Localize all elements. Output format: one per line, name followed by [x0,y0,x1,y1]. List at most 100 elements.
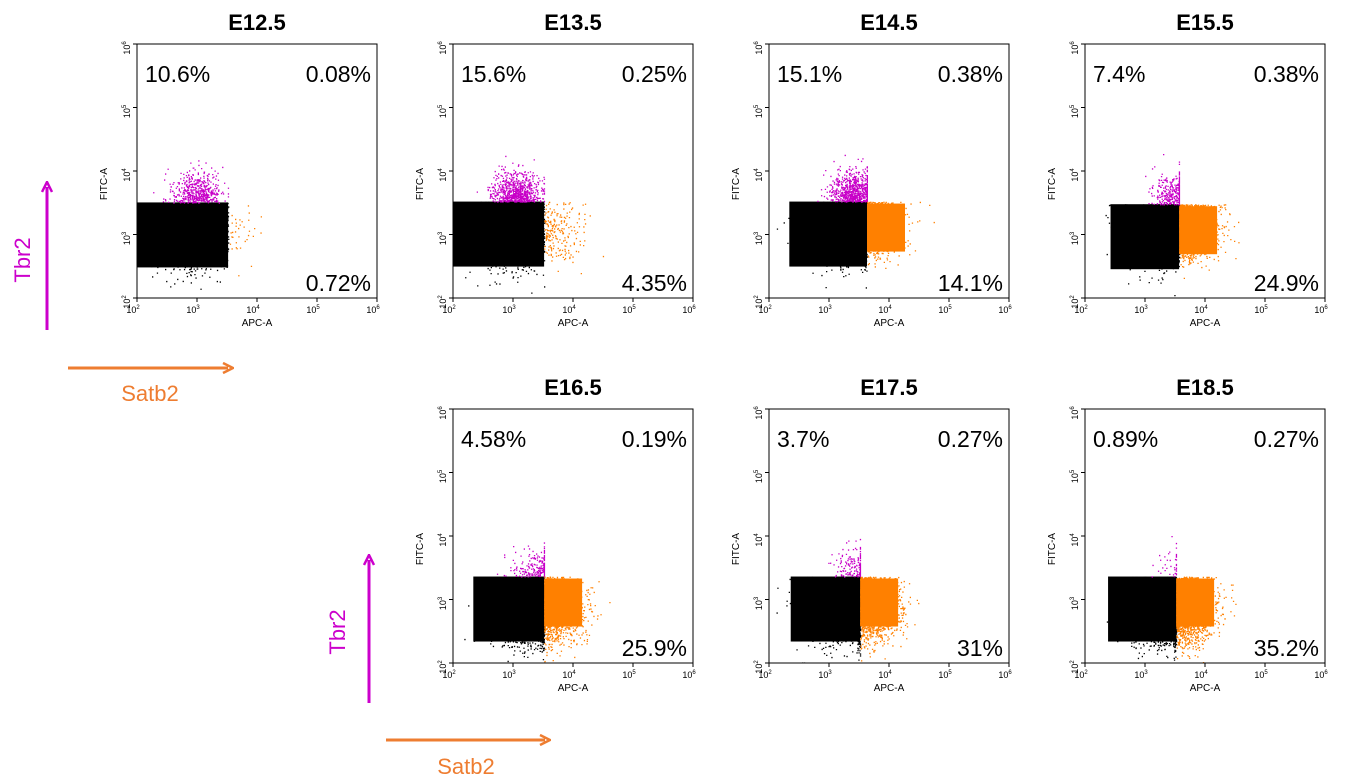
panel-title: E15.5 [1176,10,1234,35]
x-tick-label: 103 [186,305,200,315]
quadrant-lower-right-percent: 35.2% [1254,635,1319,661]
x-axis-label: APC-A [874,318,905,329]
y-tick-label: 103 [122,231,132,245]
x-tick-label: 102 [442,305,456,315]
y-tick-label: 104 [1070,533,1080,547]
quadrant-upper-right-percent: 0.38% [1254,61,1319,87]
x-tick-label: 104 [246,305,260,315]
x-tick-label: 103 [502,670,516,680]
event-dots [776,154,935,289]
y-tick-label: 102 [754,660,764,674]
panel-title: E16.5 [544,375,602,400]
x-tick-label: 102 [442,670,456,680]
x-axis-label: APC-A [1190,318,1221,329]
event-dots [453,155,605,294]
x-tick-label: 105 [938,670,952,680]
panel-title: E13.5 [544,10,602,35]
y-tick-label: 105 [122,104,132,118]
y-tick-label: 106 [754,406,764,420]
x-tick-label: 106 [366,305,380,315]
x-tick-label: 104 [878,305,892,315]
y-tick-label: 102 [438,295,448,309]
tbr2-label: Tbr2 [10,237,35,282]
x-tick-label: 103 [818,670,832,680]
y-tick-label: 105 [438,469,448,483]
y-tick-label: 104 [438,533,448,547]
quadrant-upper-right-percent: 0.08% [306,61,371,87]
y-tick-label: 102 [1070,660,1080,674]
panel-E14-5: E14.5 102 103 104 105 106 102 103 104 105 106 APC-A… [731,10,1012,329]
panel-title: E18.5 [1176,375,1234,400]
x-tick-label: 104 [878,670,892,680]
quadrant-lower-right-percent: 25.9% [622,635,687,661]
x-tick-label: 106 [998,670,1012,680]
event-dots [1105,154,1240,297]
y-tick-label: 104 [1070,168,1080,182]
quadrant-lower-right-percent: 4.35% [622,270,687,296]
x-tick-label: 105 [1254,670,1268,680]
marker-legend-bottom: Tbr2 Satb2 [325,560,545,779]
x-tick-label: 102 [758,670,772,680]
y-tick-label: 103 [438,231,448,245]
quadrant-upper-left-percent: 4.58% [461,426,526,452]
panel-E12-5: E12.5 102 103 104 105 106 102 103 104 105 106 APC-A… [99,10,380,329]
y-tick-label: 104 [754,168,764,182]
x-tick-label: 102 [1074,670,1088,680]
y-tick-label: 102 [438,660,448,674]
x-tick-label: 102 [758,305,772,315]
y-tick-label: 106 [1070,406,1080,420]
quadrant-upper-left-percent: 15.6% [461,61,526,87]
x-axis-label: APC-A [874,683,905,694]
x-tick-label: 106 [998,305,1012,315]
y-tick-label: 106 [438,41,448,55]
y-axis-label: FITC-A [731,533,742,566]
x-tick-label: 103 [1134,670,1148,680]
y-tick-label: 105 [1070,104,1080,118]
x-tick-label: 102 [126,305,140,315]
panel-E16-5: E16.5 102 103 104 105 106 102 103 104 105 106 APC-A… [415,375,696,694]
panel-title: E17.5 [860,375,918,400]
quadrant-lower-right-percent: 0.72% [306,270,371,296]
y-tick-label: 103 [754,596,764,610]
y-tick-label: 105 [754,469,764,483]
x-axis-label: APC-A [558,683,589,694]
quadrant-upper-left-percent: 10.6% [145,61,210,87]
y-tick-label: 104 [438,168,448,182]
y-tick-label: 105 [754,104,764,118]
quadrant-upper-left-percent: 0.89% [1093,426,1158,452]
y-tick-label: 105 [1070,469,1080,483]
x-tick-label: 105 [622,305,636,315]
panel-E13-5: E13.5 102 103 104 105 106 102 103 104 105 106 APC-A… [415,10,696,329]
panel-title: E14.5 [860,10,918,35]
x-axis-label: APC-A [558,318,589,329]
y-tick-label: 104 [754,533,764,547]
y-axis-label: FITC-A [1047,168,1058,201]
y-tick-label: 106 [122,41,132,55]
panel-title: E12.5 [228,10,286,35]
quadrant-upper-left-percent: 3.7% [777,426,829,452]
x-tick-label: 106 [1314,670,1328,680]
quadrant-lower-right-percent: 24.9% [1254,270,1319,296]
x-tick-label: 105 [622,670,636,680]
x-tick-label: 106 [1314,305,1328,315]
event-dots [464,542,611,663]
y-axis-label: FITC-A [731,168,742,201]
y-tick-label: 106 [438,406,448,420]
x-axis-label: APC-A [242,318,273,329]
y-tick-label: 104 [122,168,132,182]
y-tick-label: 106 [754,41,764,55]
y-tick-label: 103 [1070,596,1080,610]
y-tick-label: 103 [754,231,764,245]
satb2-label: Satb2 [437,754,495,779]
event-dots [137,160,262,290]
quadrant-upper-right-percent: 0.19% [622,426,687,452]
x-tick-label: 106 [682,305,696,315]
x-tick-label: 105 [938,305,952,315]
y-tick-label: 105 [438,104,448,118]
event-dots [776,538,920,663]
quadrant-upper-right-percent: 0.27% [1254,426,1319,452]
x-tick-label: 103 [818,305,832,315]
x-tick-label: 104 [1194,305,1208,315]
x-tick-label: 105 [1254,305,1268,315]
